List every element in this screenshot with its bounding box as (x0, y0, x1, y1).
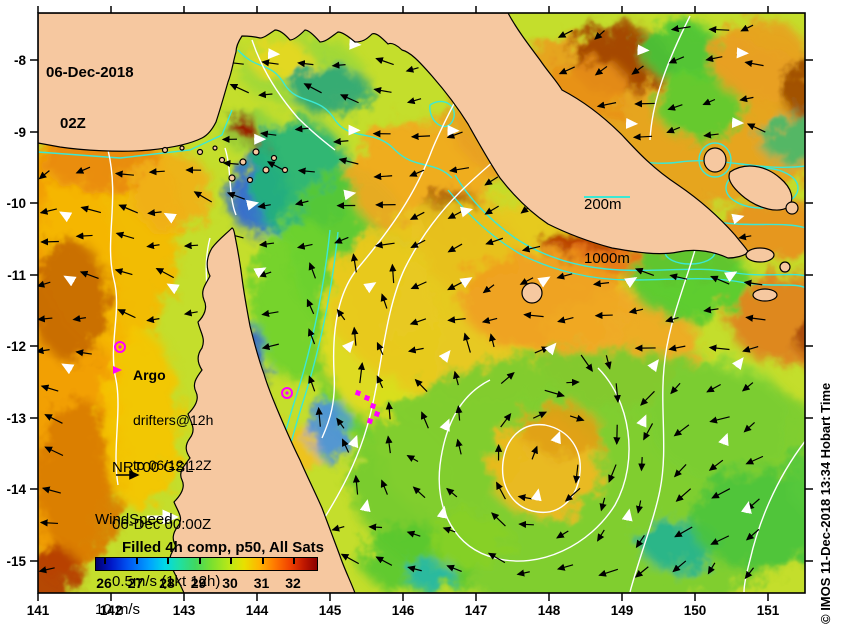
island (779, 261, 791, 273)
land-layer (38, 13, 799, 593)
lon-tick-label: 143 (173, 603, 196, 618)
axis-ticks (30, 6, 813, 601)
bathy-contour-sample-line (584, 196, 630, 198)
drifter-dots (354, 389, 381, 425)
imos-watermark: © IMOS 11-Dec-2018 13:34 Hobart Time (818, 382, 833, 624)
date-label: 06-Dec-2018 02Z (46, 30, 134, 166)
lat-tick-label: -15 (6, 554, 26, 569)
bathy-contour-legend: 200m 1000m (584, 160, 630, 304)
argo-legend-title: Argo (133, 367, 166, 383)
colorbar-tick (104, 557, 106, 564)
colorbar-tick-label: 27 (127, 575, 144, 591)
colorbar-title: Filled 4h comp, p50, All Sats (122, 539, 324, 556)
lat-tick-label: -8 (14, 53, 26, 68)
colorbar-tick (198, 557, 201, 564)
wind-legend-line3: 10 m/s (95, 601, 141, 618)
island (785, 201, 799, 215)
lat-tick-label: -11 (7, 268, 26, 283)
colorbar-tick (230, 557, 232, 564)
colorbar-tick-label: 30 (222, 575, 238, 591)
wind-legend-line1: WindSpeed (95, 511, 173, 528)
lat-tick-label: -14 (6, 482, 26, 497)
land-new-guinea (38, 13, 749, 259)
lat-tick-label: -12 (6, 339, 26, 354)
lon-tick-label: 146 (392, 603, 415, 618)
lon-tick-label: 151 (757, 603, 780, 618)
date-line2: 02Z (60, 115, 86, 132)
gsl-legend: NRT00 GSL 06-Dec 00:00Z 0.5m/s (1kt 12h) (112, 420, 220, 628)
date-line1: 06-Dec-2018 (46, 64, 134, 81)
argo-legend-line3: to 06/12 12Z (133, 457, 212, 473)
wind-arrows (59, 38, 752, 522)
argo-legend: Argo drifters@12h to 06/12 12Z (133, 338, 213, 503)
colorbar-tick-label: 26 (96, 575, 112, 591)
colorbar-tick (167, 557, 169, 564)
island (752, 288, 778, 302)
current-arrows (38, 24, 766, 580)
lon-tick-label: 148 (538, 603, 561, 618)
lon-tick-label: 150 (684, 603, 707, 618)
argo-legend-line2: drifters@12h (133, 412, 214, 428)
axis-labels: -8 -9 -10 -11 -12 -13 -14 -15 141 142 143 144 145 146… (6, 53, 779, 618)
colorbar-tick-label: 32 (285, 575, 301, 591)
lon-tick-label: 149 (611, 603, 634, 618)
island (703, 147, 727, 173)
gsl-legend-line3: 0.5m/s (1kt 12h) (112, 573, 221, 590)
colorbar-tick (293, 557, 295, 564)
colorbar-tick-label: 29 (190, 575, 207, 591)
lat-tick-label: -13 (6, 411, 26, 426)
lon-tick-label: 145 (319, 603, 342, 618)
colorbar-tick-label: 31 (253, 575, 270, 591)
colorbar-tick (261, 557, 264, 564)
land-cape-york (169, 227, 356, 593)
gsl-legend-line1: NRT00 GSL (112, 459, 194, 476)
lat-tick-label: -9 (14, 125, 26, 140)
colorbar-tick (135, 557, 138, 564)
sst-field (38, 20, 805, 593)
argo-markers (113, 341, 381, 425)
sst-colorbar: 26 27 28 29 30 31 32 (95, 557, 318, 591)
lon-tick-label: 142 (100, 603, 123, 618)
torres-strait-islands (161, 145, 289, 184)
island (521, 282, 543, 304)
map-frame (37, 12, 806, 594)
lat-tick-label: -10 (6, 196, 26, 211)
lon-tick-label: 141 (27, 603, 50, 618)
bathy-200m-label: 200m (584, 196, 622, 213)
lon-tick-label: 144 (246, 603, 269, 618)
island (745, 247, 775, 263)
colorbar-tick-label: 28 (159, 575, 175, 591)
gsl-legend-line2: 06-Dec 00:00Z (112, 516, 212, 533)
lon-tick-label: 147 (465, 603, 488, 618)
bathy-1000m-label: 1000m (584, 250, 630, 267)
